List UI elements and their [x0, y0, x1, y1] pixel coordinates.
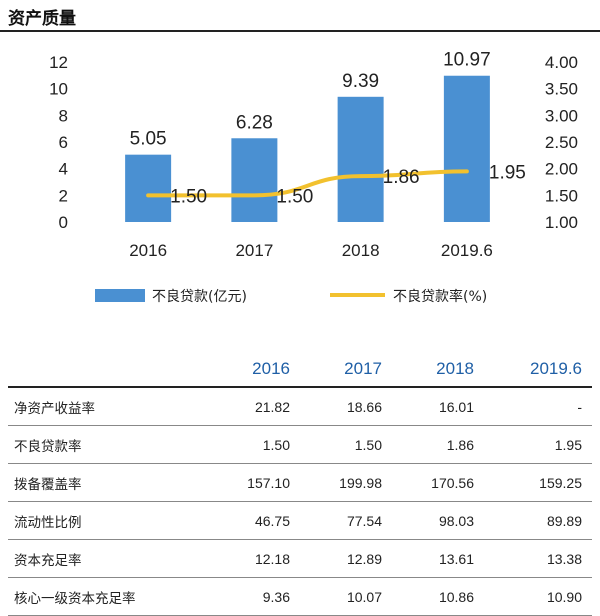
left-tick-label: 10 — [49, 80, 68, 99]
table-cell: 10.86 — [392, 577, 484, 616]
row-label: 不良贷款率 — [8, 425, 208, 464]
bar-value-label: 10.97 — [443, 50, 491, 71]
table-cell: - — [484, 386, 592, 426]
asset-quality-table: 2016 2017 2018 2019.6 净资产收益率 21.82 18.66… — [8, 352, 592, 616]
table-cell: 89.89 — [484, 501, 592, 540]
x-tick-label: 2019.6 — [441, 241, 493, 260]
legend-bar-swatch — [95, 289, 145, 302]
table-row: 资本充足率 12.18 12.89 13.61 13.38 — [8, 539, 592, 578]
x-tick-label: 2018 — [342, 241, 380, 260]
line-value-label: 1.95 — [489, 162, 526, 183]
table-cell: 13.38 — [484, 539, 592, 578]
row-label: 净资产收益率 — [8, 386, 208, 426]
bar-value-labels: 5.05 6.28 9.39 10.97 — [130, 50, 491, 150]
table-cell: 46.75 — [208, 501, 300, 540]
line-value-label: 1.50 — [276, 186, 313, 207]
x-tick-label: 2016 — [129, 241, 167, 260]
line-value-label: 1.50 — [170, 186, 207, 207]
table-cell: 12.18 — [208, 539, 300, 578]
title-divider — [0, 30, 600, 32]
bar-series — [125, 75, 490, 222]
table-cell: 16.01 — [392, 386, 484, 426]
table-cell: 10.90 — [484, 577, 592, 616]
npl-chart: 0 2 4 6 8 10 12 1.00 1.50 2.00 2.50 3.00 3.50 4.00 5… — [49, 50, 578, 305]
left-axis-ticks: 0 2 4 6 8 10 12 — [49, 53, 68, 232]
table-cell: 1.86 — [392, 425, 484, 464]
line-value-label: 1.86 — [383, 167, 420, 188]
line-series — [146, 169, 469, 198]
table-cell: 1.50 — [208, 425, 300, 464]
bar-value-label: 9.39 — [342, 71, 379, 92]
row-label: 核心一级资本充足率 — [8, 577, 208, 616]
table-row: 核心一级资本充足率 9.36 10.07 10.86 10.90 — [8, 577, 592, 616]
table-header-corner — [8, 352, 208, 388]
table-row: 净资产收益率 21.82 18.66 16.01 - — [8, 386, 592, 426]
bar — [231, 138, 278, 222]
table-cell: 9.36 — [208, 577, 300, 616]
bar-value-label: 6.28 — [236, 112, 273, 133]
right-tick-label: 2.00 — [545, 160, 578, 179]
x-tick-label: 2017 — [235, 241, 273, 260]
row-label: 流动性比例 — [8, 501, 208, 540]
table-row: 拨备覆盖率 157.10 199.98 170.56 159.25 — [8, 463, 592, 502]
table-cell: 10.07 — [300, 577, 392, 616]
page-title: 资产质量 — [8, 9, 76, 29]
table-cell: 1.95 — [484, 425, 592, 464]
right-tick-label: 1.00 — [545, 213, 578, 232]
table-cell: 21.82 — [208, 386, 300, 426]
row-label: 资本充足率 — [8, 539, 208, 578]
table-cell: 170.56 — [392, 463, 484, 502]
right-tick-label: 3.00 — [545, 106, 578, 125]
right-axis-ticks: 1.00 1.50 2.00 2.50 3.00 3.50 4.00 — [545, 53, 578, 232]
table-cell: 77.54 — [300, 501, 392, 540]
table-cell: 12.89 — [300, 539, 392, 578]
left-tick-label: 8 — [59, 106, 68, 125]
bar — [125, 154, 172, 222]
table-header-row: 2016 2017 2018 2019.6 — [8, 352, 592, 388]
legend-line-label: 不良贷款率(%) — [393, 288, 487, 305]
line-path — [146, 169, 469, 198]
chart-legend: 不良贷款(亿元) 不良贷款率(%) — [95, 288, 487, 305]
table-cell: 18.66 — [300, 386, 392, 426]
bar-value-label: 5.05 — [130, 129, 167, 150]
table-cell: 1.50 — [300, 425, 392, 464]
line-value-labels: 1.50 1.50 1.86 1.95 — [170, 162, 526, 207]
left-tick-label: 0 — [59, 213, 68, 232]
table-row: 流动性比例 46.75 77.54 98.03 89.89 — [8, 501, 592, 540]
table-cell: 13.61 — [392, 539, 484, 578]
bar — [337, 96, 384, 222]
table-cell: 98.03 — [392, 501, 484, 540]
legend-bar-label: 不良贷款(亿元) — [152, 289, 247, 305]
table-cell: 159.25 — [484, 463, 592, 502]
table-cell: 199.98 — [300, 463, 392, 502]
left-tick-label: 12 — [49, 53, 68, 72]
table-cell: 157.10 — [208, 463, 300, 502]
left-tick-label: 4 — [59, 160, 68, 179]
right-tick-label: 4.00 — [545, 53, 578, 72]
table-header-2017: 2017 — [300, 352, 392, 388]
right-tick-label: 1.50 — [545, 186, 578, 205]
left-tick-label: 2 — [59, 186, 68, 205]
table-header-2018: 2018 — [392, 352, 484, 388]
table-header-2019-6: 2019.6 — [484, 352, 592, 388]
right-tick-label: 3.50 — [545, 80, 578, 99]
right-tick-label: 2.50 — [545, 133, 578, 152]
bar — [443, 75, 490, 222]
x-axis-ticks: 2016 2017 2018 2019.6 — [129, 241, 493, 260]
table-header-2016: 2016 — [208, 352, 300, 388]
table-row: 不良贷款率 1.50 1.50 1.86 1.95 — [8, 425, 592, 464]
left-tick-label: 6 — [59, 133, 68, 152]
row-label: 拨备覆盖率 — [8, 463, 208, 502]
